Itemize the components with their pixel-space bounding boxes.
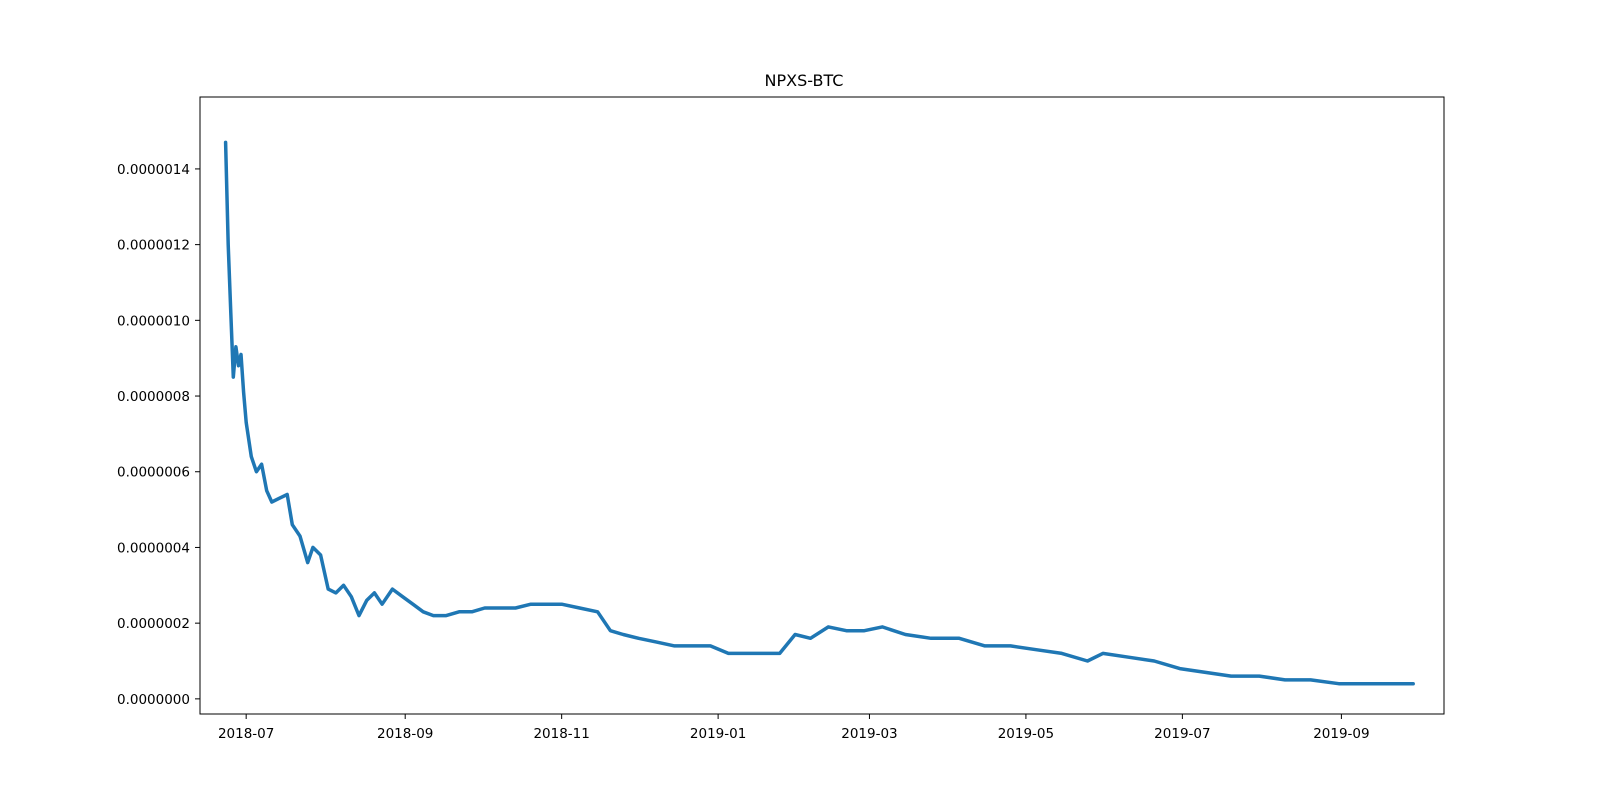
x-tick-label: 2019-07	[1154, 726, 1210, 742]
series-layer	[223, 140, 1415, 686]
plot-frame	[199, 96, 1445, 715]
y-tick-label: 0.0000000	[117, 692, 190, 708]
y-tick-label: 0.0000010	[117, 313, 190, 329]
series-line-0	[223, 140, 1415, 686]
x-tick-label: 2019-09	[1313, 726, 1369, 742]
y-axis: 0.0000000 0.0000002 0.0000004 0.0000006 0.00…	[117, 162, 200, 708]
chart-title: NPXS-BTC	[765, 71, 844, 90]
x-tick-label: 2018-07	[218, 726, 274, 742]
y-tick-label: 0.0000012	[117, 238, 190, 254]
x-axis: 2018-07 2018-09 2018-11 2019-01 2019-03 2019-…	[218, 714, 1370, 742]
y-tick-label: 0.0000014	[117, 162, 190, 178]
y-tick-label: 0.0000008	[117, 389, 190, 405]
x-tick-label: 2019-05	[998, 726, 1054, 742]
y-tick-label: 0.0000004	[117, 540, 190, 556]
y-tick-label: 0.0000002	[117, 616, 190, 632]
x-tick-label: 2019-01	[690, 726, 746, 742]
x-tick-label: 2018-11	[533, 726, 589, 742]
y-tick-label: 0.0000006	[117, 465, 190, 481]
x-tick-label: 2019-03	[841, 726, 897, 742]
x-tick-label: 2018-09	[377, 726, 433, 742]
